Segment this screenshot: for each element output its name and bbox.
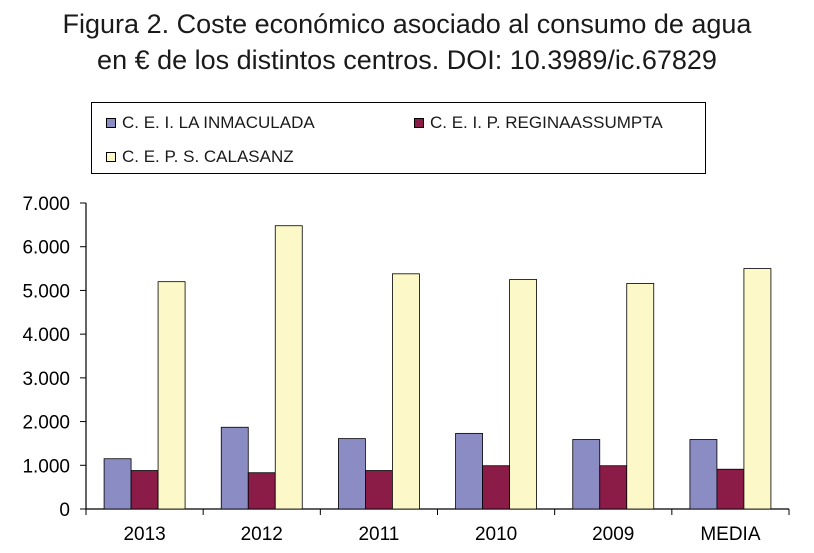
bar: [599, 465, 628, 510]
y-tick-label: 3.000: [22, 369, 70, 390]
bar: [455, 432, 483, 510]
bar: [689, 439, 718, 510]
legend-swatch-regina-assumpta: [414, 118, 424, 128]
x-tick-label: MEDIA: [700, 524, 761, 545]
legend-item-inmaculada: C. E. I. LA INMACULADA: [106, 113, 315, 133]
figure-caption: Figura 2. Coste económico asociado al co…: [0, 6, 814, 78]
bar: [274, 225, 303, 510]
bar: [130, 470, 159, 510]
bar: [572, 439, 601, 510]
bar: [157, 281, 186, 510]
legend-label-regina-assumpta: C. E. I. P. REGINAASSUMPTA: [430, 113, 663, 132]
bar: [509, 279, 537, 510]
bar: [716, 468, 745, 510]
legend-label-inmaculada: C. E. I. LA INMACULADA: [122, 113, 315, 132]
bar: [365, 470, 393, 510]
x-tick-label: 2013: [123, 524, 165, 545]
x-tick-label: 2009: [592, 524, 634, 545]
x-tick-label: 2012: [241, 524, 283, 545]
caption-line-1: Figura 2. Coste económico asociado al co…: [62, 9, 752, 39]
y-tick-label: 1.000: [22, 456, 70, 477]
bar: [392, 273, 420, 510]
legend-item-regina-assumpta: C. E. I. P. REGINAASSUMPTA: [414, 113, 663, 133]
y-tick-label: 0: [59, 500, 70, 521]
legend-swatch-inmaculada: [106, 118, 116, 128]
y-tick-label: 7.000: [22, 194, 70, 215]
bar: [247, 472, 276, 510]
bar: [743, 268, 772, 510]
y-tick-label: 2.000: [22, 413, 70, 434]
legend-swatch-calasanz: [106, 152, 116, 162]
bar: [338, 438, 366, 510]
x-tick-label: 2010: [475, 524, 517, 545]
chart-legend: C. E. I. LA INMACULADA C. E. I. P. REGIN…: [91, 102, 706, 174]
x-tick-label: 2011: [358, 524, 399, 545]
legend-item-calasanz: C. E. P. S. CALASANZ: [106, 147, 294, 167]
y-tick-label: 4.000: [22, 325, 70, 346]
bar: [220, 426, 249, 510]
legend-label-calasanz: C. E. P. S. CALASANZ: [122, 147, 294, 166]
bar: [103, 458, 132, 510]
caption-line-2: en € de los distintos centros. DOI: 10.3…: [97, 45, 717, 75]
bar: [626, 283, 655, 510]
y-tick-label: 5.000: [22, 281, 70, 302]
y-tick-label: 6.000: [22, 238, 70, 259]
bar: [482, 465, 510, 510]
